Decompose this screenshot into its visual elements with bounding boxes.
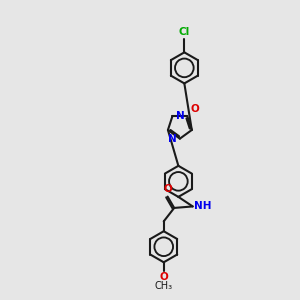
Text: O: O (163, 184, 172, 194)
Text: Cl: Cl (179, 27, 190, 37)
Text: O: O (191, 104, 200, 115)
Text: NH: NH (194, 201, 212, 212)
Text: N: N (176, 111, 185, 121)
Text: N: N (167, 134, 176, 144)
Text: O: O (159, 272, 168, 282)
Text: CH₃: CH₃ (155, 281, 173, 291)
